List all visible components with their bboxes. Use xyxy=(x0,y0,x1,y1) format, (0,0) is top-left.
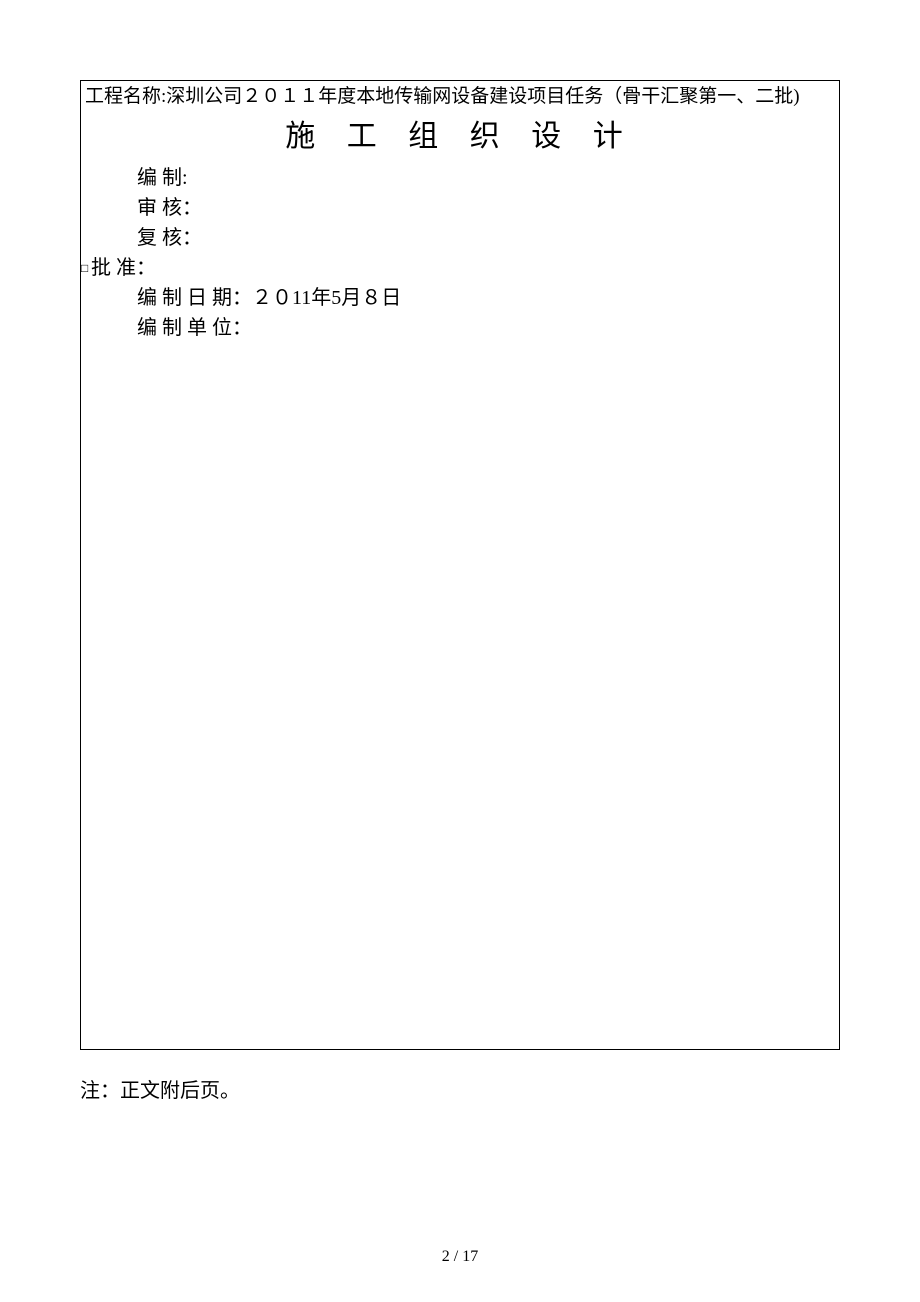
document-border-box: 工程名称:深圳公司２０１１年度本地传输网设备建设项目任务（骨干汇聚第一、二批) … xyxy=(80,80,840,1050)
compile-date-value: ２０11年5月８日 xyxy=(252,287,401,309)
field-approver-row: □批 准： xyxy=(81,253,839,283)
bullet-icon: □ xyxy=(81,253,88,283)
project-name-value: 深圳公司２０１１年度本地传输网设备建设项目任务（骨干汇聚第一、二批) xyxy=(166,86,799,107)
main-title: 施 工 组 织 设 计 xyxy=(81,119,839,155)
page-container: 工程名称:深圳公司２０１１年度本地传输网设备建设项目任务（骨干汇聚第一、二批) … xyxy=(0,0,920,1302)
field-compile-date-row: 编 制 日 期：２０11年5月８日 xyxy=(81,283,839,313)
field-approver: 批 准： xyxy=(83,257,156,279)
note-line: 注：正文附后页。 xyxy=(80,1074,840,1103)
field-reviewer: 审 核： xyxy=(81,193,839,223)
compile-date-label: 编 制 日 期： xyxy=(137,287,252,309)
field-compiler: 编 制: xyxy=(81,163,839,193)
page-number: 2 / 17 xyxy=(0,1248,920,1266)
project-name-line: 工程名称:深圳公司２０１１年度本地传输网设备建设项目任务（骨干汇聚第一、二批) xyxy=(81,85,839,109)
project-name-label: 工程名称: xyxy=(85,86,166,107)
field-compile-unit: 编 制 单 位： xyxy=(81,313,839,343)
field-rechecker: 复 核： xyxy=(81,223,839,253)
